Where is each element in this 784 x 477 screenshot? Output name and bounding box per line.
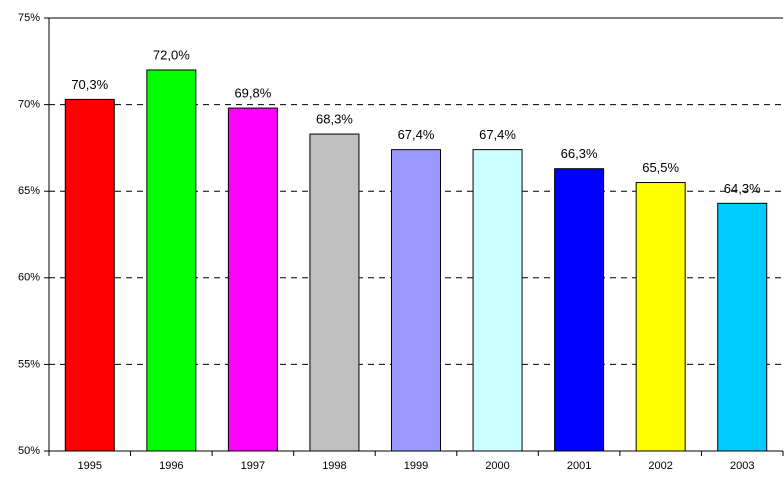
x-tick-label: 1996 — [159, 460, 183, 472]
bar — [227, 107, 278, 452]
y-tick-label: 50% — [18, 445, 40, 457]
x-tick-label: 2000 — [485, 460, 509, 472]
x-tick-label: 1995 — [78, 460, 102, 472]
x-tick-label: 1997 — [241, 460, 265, 472]
bar — [635, 182, 686, 452]
x-tick-label: 1999 — [404, 460, 428, 472]
bar — [309, 133, 360, 452]
bar — [64, 98, 115, 452]
y-tick-label: 60% — [18, 272, 40, 284]
value-label: 70,3% — [71, 77, 108, 92]
value-label: 65,5% — [642, 160, 679, 175]
value-label: 66,3% — [561, 146, 598, 161]
bar — [391, 149, 441, 452]
y-tick-label: 55% — [18, 358, 40, 370]
x-tick-label: 2003 — [730, 460, 754, 472]
value-label: 69,8% — [234, 86, 271, 101]
y-tick-label: 75% — [18, 12, 40, 24]
y-tick-label: 70% — [18, 99, 40, 111]
y-tick-label: 65% — [18, 185, 40, 197]
bar — [472, 149, 523, 452]
value-label: 64,3% — [724, 181, 761, 196]
bar — [717, 202, 768, 452]
bar — [146, 69, 197, 452]
value-label: 67,4% — [398, 127, 435, 142]
value-label: 68,3% — [316, 111, 353, 126]
x-tick-label: 2001 — [567, 460, 591, 472]
value-label: 67,4% — [479, 127, 516, 142]
value-label: 72,0% — [153, 47, 190, 62]
x-tick-label: 1998 — [322, 460, 346, 472]
x-tick-label: 2002 — [648, 460, 672, 472]
bar — [554, 168, 605, 452]
